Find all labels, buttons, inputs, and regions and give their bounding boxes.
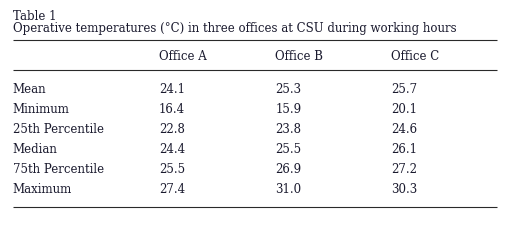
Text: 27.2: 27.2	[391, 163, 417, 176]
Text: 31.0: 31.0	[275, 183, 301, 196]
Text: 75th Percentile: 75th Percentile	[13, 163, 104, 176]
Text: 25th Percentile: 25th Percentile	[13, 123, 104, 136]
Text: 25.7: 25.7	[391, 83, 418, 96]
Text: Maximum: Maximum	[13, 183, 72, 196]
Text: Office A: Office A	[159, 50, 207, 63]
Text: 25.5: 25.5	[275, 143, 301, 156]
Text: Office B: Office B	[275, 50, 323, 63]
Text: 22.8: 22.8	[159, 123, 185, 136]
Text: 15.9: 15.9	[275, 103, 301, 116]
Text: 24.4: 24.4	[159, 143, 185, 156]
Text: Operative temperatures (°C) in three offices at CSU during working hours: Operative temperatures (°C) in three off…	[13, 22, 456, 35]
Text: 24.6: 24.6	[391, 123, 418, 136]
Text: Mean: Mean	[13, 83, 46, 96]
Text: 20.1: 20.1	[391, 103, 417, 116]
Text: Office C: Office C	[391, 50, 440, 63]
Text: Median: Median	[13, 143, 58, 156]
Text: 24.1: 24.1	[159, 83, 185, 96]
Text: 23.8: 23.8	[275, 123, 301, 136]
Text: 26.1: 26.1	[391, 143, 417, 156]
Text: 25.3: 25.3	[275, 83, 301, 96]
Text: 30.3: 30.3	[391, 183, 418, 196]
Text: 27.4: 27.4	[159, 183, 185, 196]
Text: Table 1: Table 1	[13, 10, 56, 23]
Text: 25.5: 25.5	[159, 163, 185, 176]
Text: Minimum: Minimum	[13, 103, 70, 116]
Text: 26.9: 26.9	[275, 163, 301, 176]
Text: 16.4: 16.4	[159, 103, 185, 116]
